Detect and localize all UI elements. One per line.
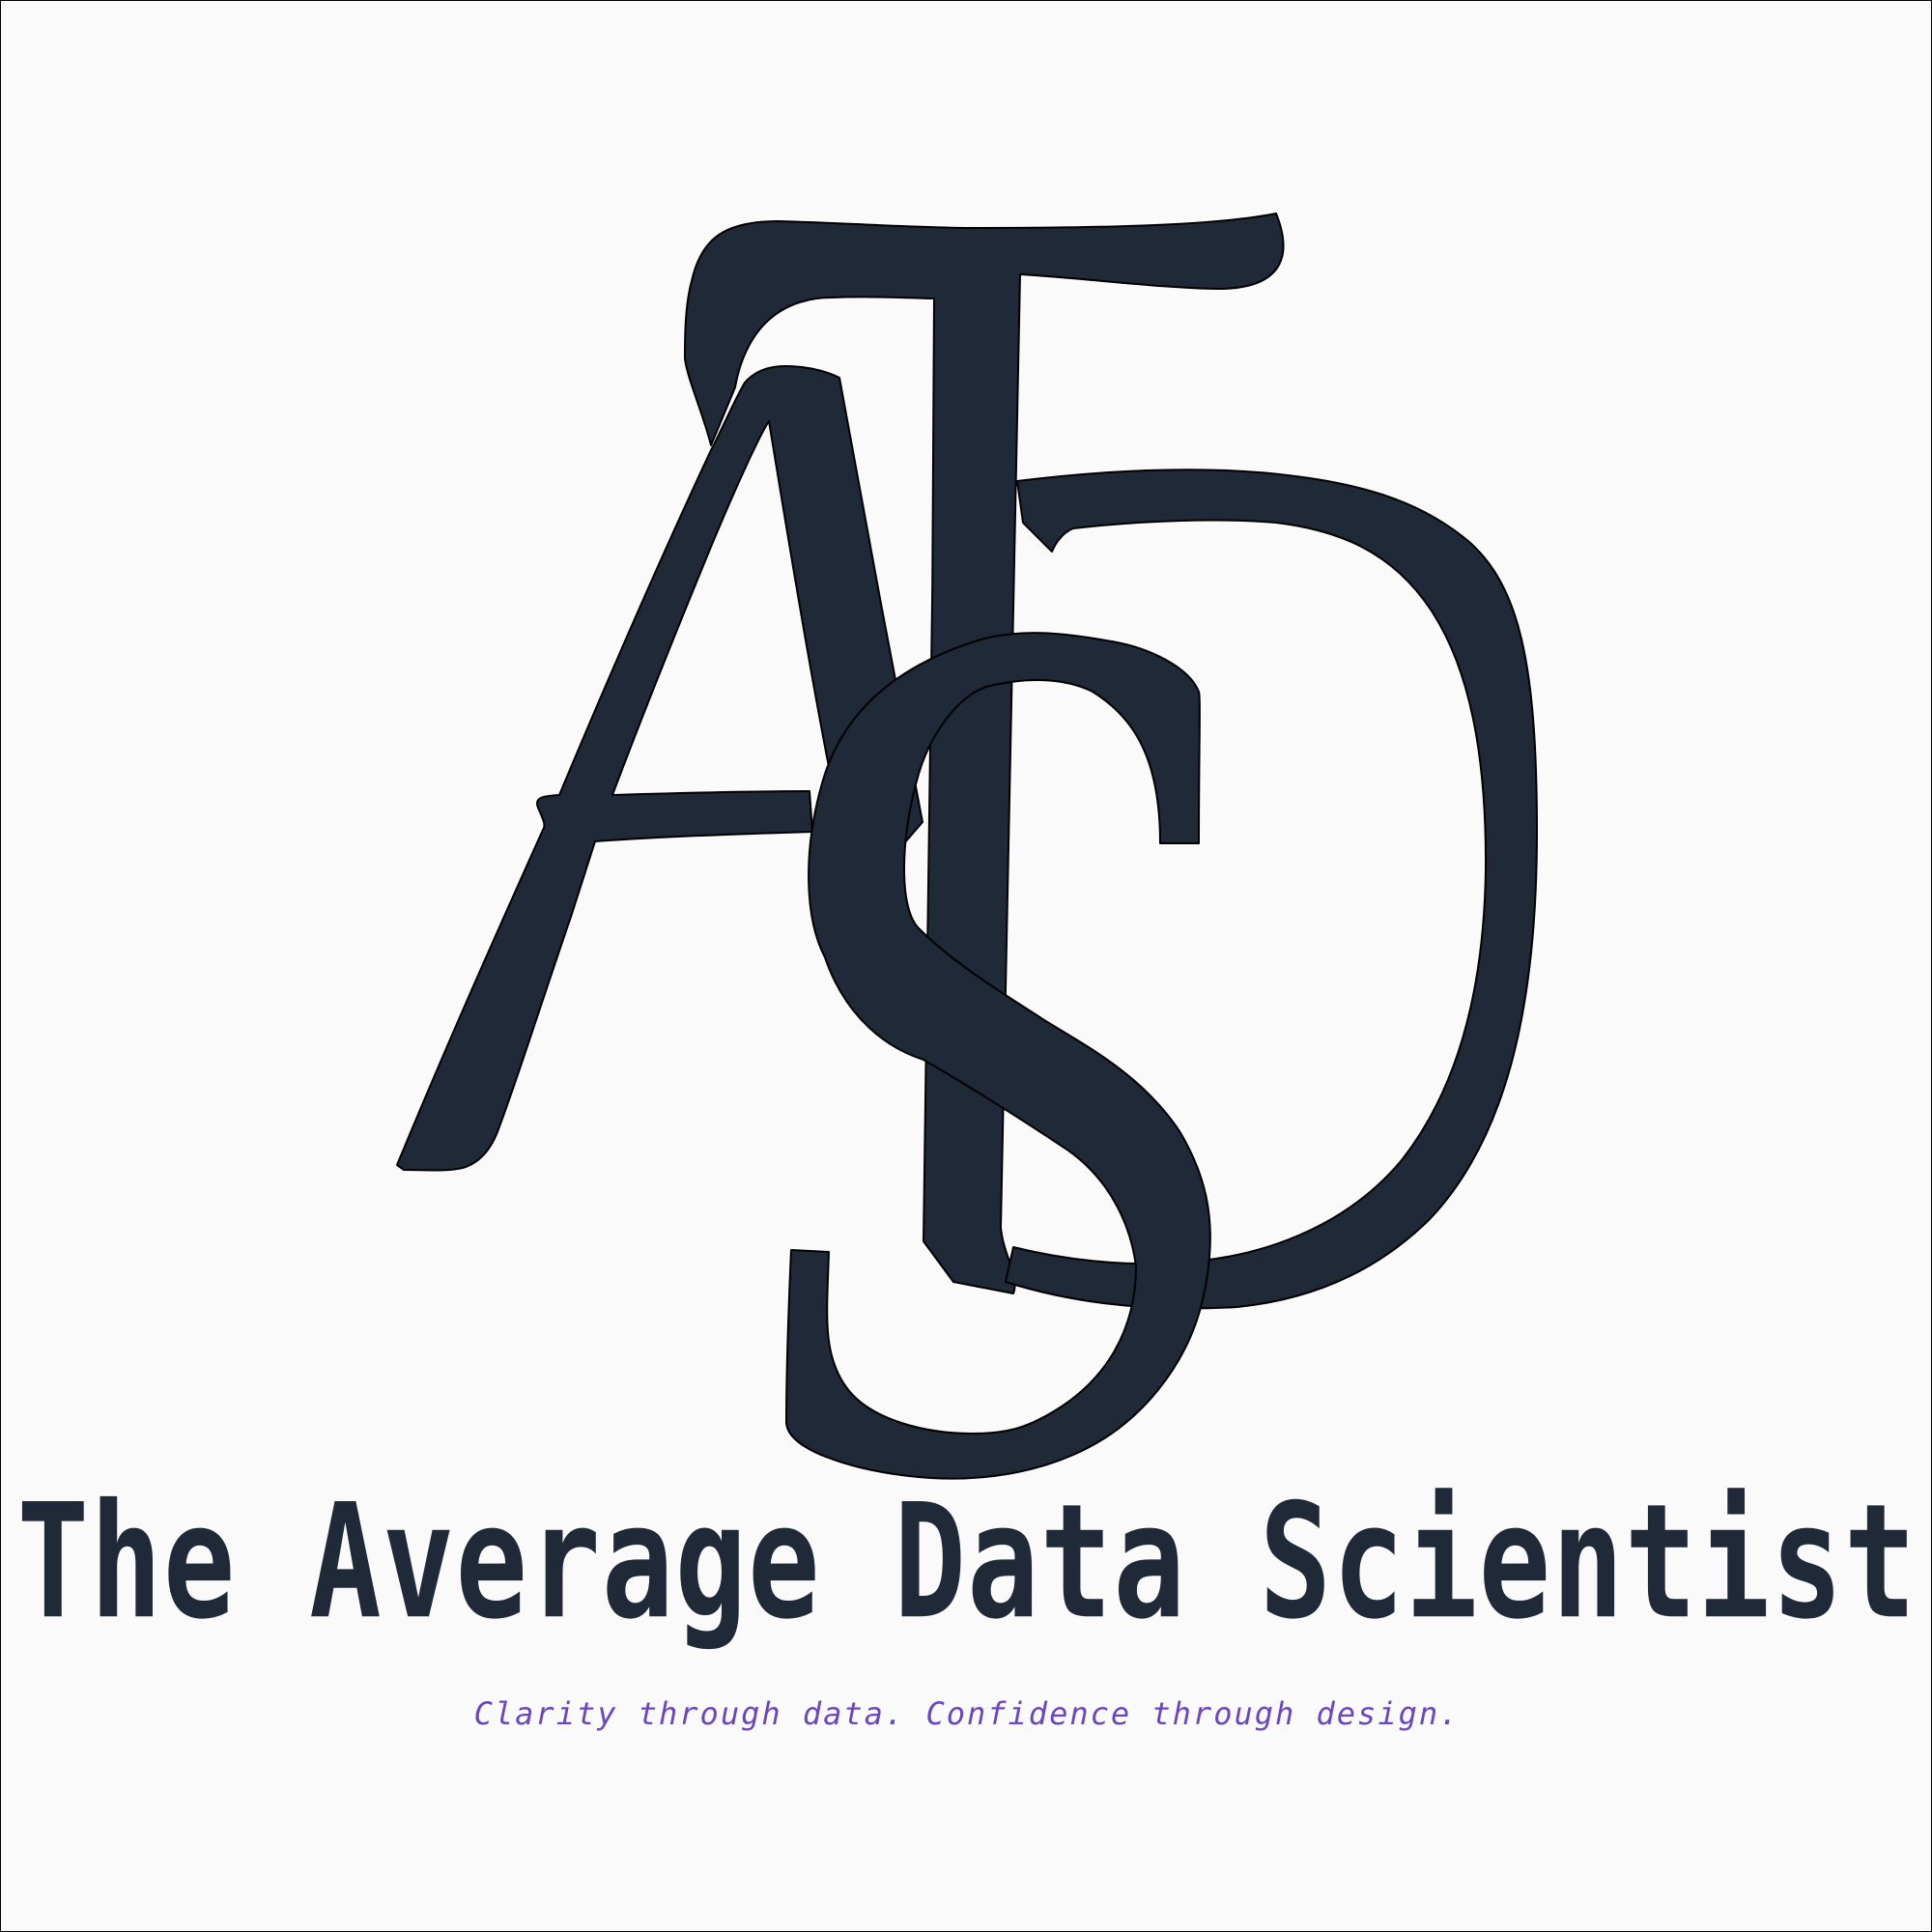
monogram-letter-d xyxy=(1005,469,1538,1310)
brand-tagline: Clarity through data. Confidence through… xyxy=(473,1695,1461,1732)
monogram-letter-s xyxy=(785,632,1211,1480)
brand-name: The Average Data Scientist xyxy=(16,1470,1918,1655)
monogram-letter-t xyxy=(684,213,1285,1294)
